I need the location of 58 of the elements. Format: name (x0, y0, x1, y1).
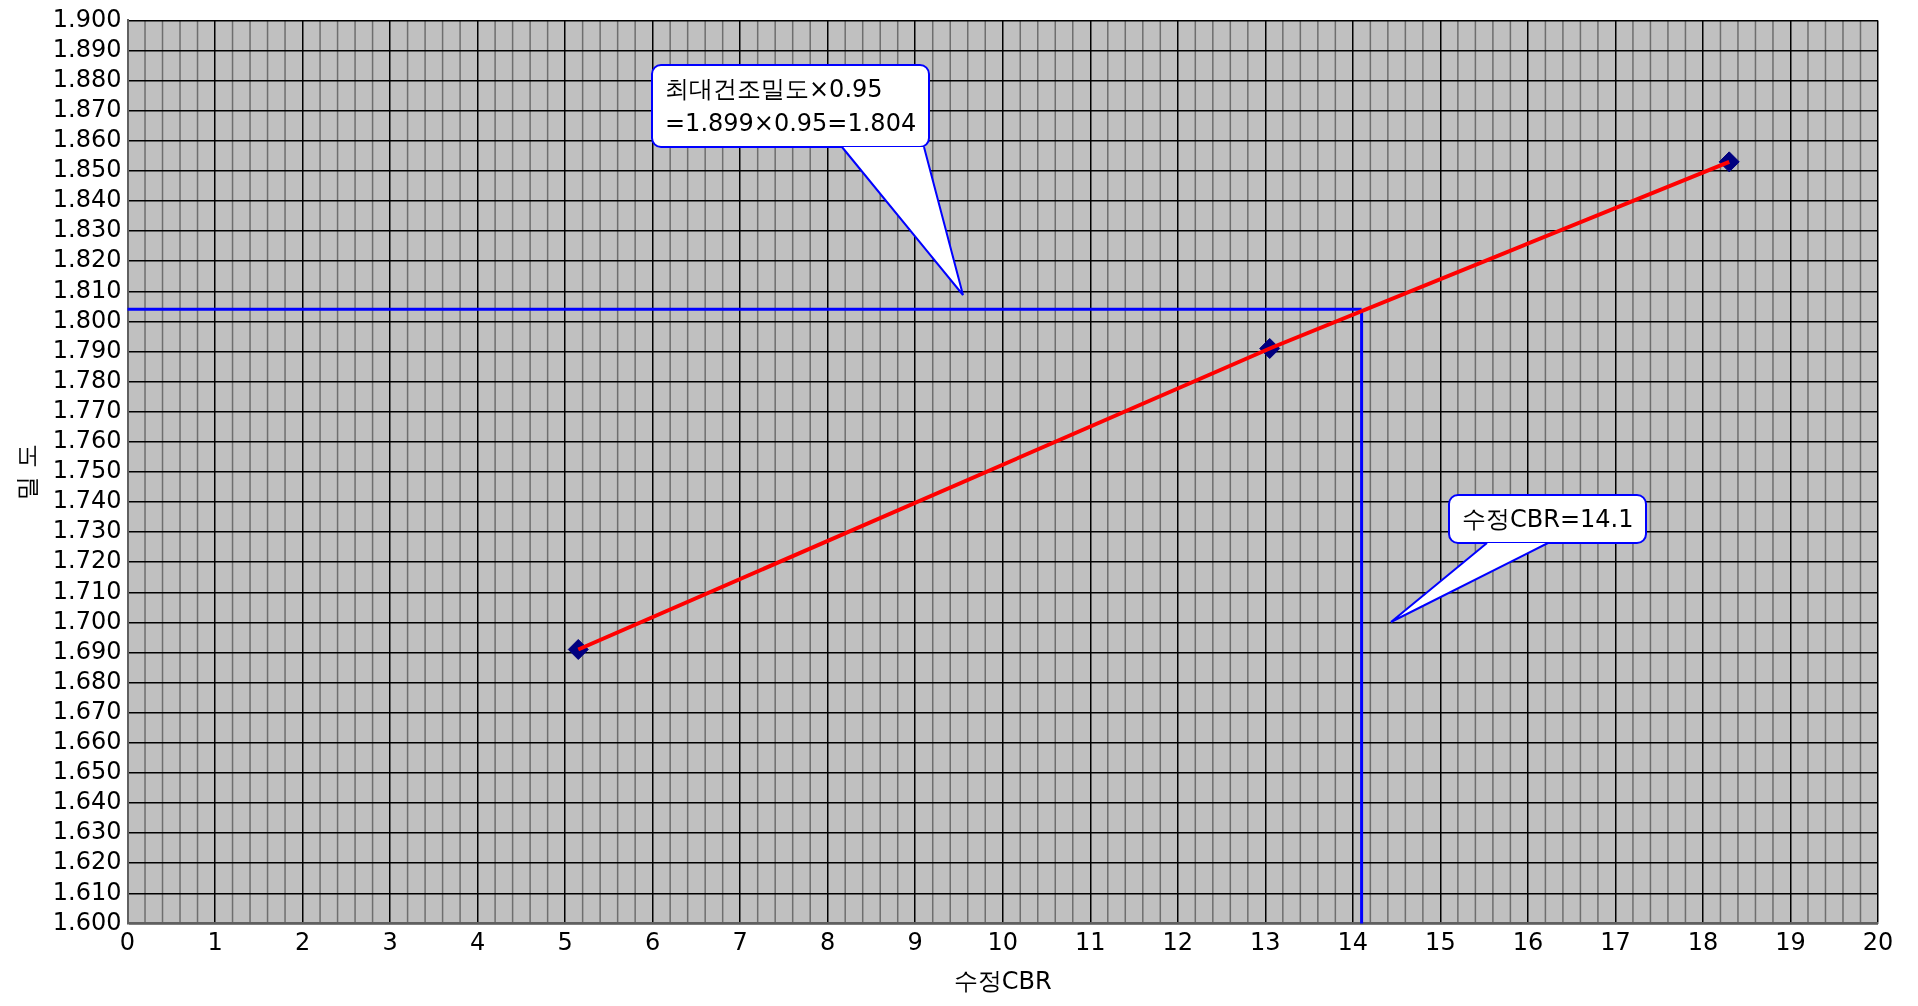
annotation: 최대건조밀도×0.95 =1.899×0.95=1.804 (651, 64, 931, 148)
y-tick-label: 1.770 (52, 395, 122, 424)
y-tick-label: 1.690 (52, 636, 122, 665)
y-tick-label: 1.840 (52, 185, 122, 214)
x-tick-label: 5 (557, 928, 573, 957)
x-tick-label: 10 (987, 928, 1019, 957)
y-tick-label: 1.660 (52, 727, 122, 756)
x-tick-label: 8 (820, 928, 836, 957)
y-tick-label: 1.780 (52, 365, 122, 394)
y-tick-label: 1.880 (52, 64, 122, 93)
y-tick-label: 1.710 (52, 576, 122, 605)
y-tick-label: 1.670 (52, 696, 122, 725)
x-tick-label: 1 (207, 928, 223, 957)
x-tick-label: 16 (1512, 928, 1544, 957)
x-tick-label: 6 (645, 928, 661, 957)
x-tick-label: 15 (1425, 928, 1456, 957)
x-tick-label: 19 (1775, 928, 1806, 957)
x-tick-label: 4 (469, 928, 486, 957)
y-tick-label: 1.640 (52, 787, 122, 816)
x-tick-label: 3 (382, 928, 398, 957)
y-axis-title: 밀 도 (12, 444, 41, 500)
y-tick-label: 1.650 (52, 757, 122, 786)
y-tick-label: 1.860 (52, 125, 122, 154)
y-tick-label: 1.760 (52, 426, 122, 455)
x-axis-title: 수정CBR (953, 966, 1052, 995)
x-tick-label: 12 (1162, 928, 1194, 957)
annotation: 수정CBR=14.1 (1448, 494, 1648, 544)
callout: 최대건조밀도×0.95 =1.899×0.95=1.804 (651, 64, 965, 297)
y-tick-label: 1.820 (52, 245, 122, 274)
y-tick-label: 1.830 (52, 215, 122, 244)
callout: 수정CBR=14.1 (1389, 494, 1647, 624)
y-tick-label: 1.730 (52, 516, 122, 545)
y-tick-label: 1.740 (52, 486, 122, 515)
y-tick-label: 1.750 (52, 456, 122, 485)
y-tick-label: 1.700 (52, 606, 122, 635)
y-tick-label: 1.790 (52, 335, 122, 364)
x-tick-label: 2 (294, 928, 311, 957)
y-tick-label: 1.890 (52, 34, 122, 63)
y-tick-label: 1.810 (52, 275, 122, 304)
x-tick-label: 14 (1337, 928, 1369, 957)
x-tick-label: 20 (1862, 928, 1894, 957)
x-tick-label: 17 (1600, 928, 1631, 957)
y-tick-label: 1.850 (52, 155, 122, 184)
x-tick-label: 11 (1075, 928, 1106, 957)
y-tick-label: 1.600 (52, 907, 122, 936)
x-tick-label: 13 (1250, 928, 1281, 957)
y-tick-label: 1.720 (52, 546, 122, 575)
y-tick-label: 1.870 (52, 94, 122, 123)
y-tick-label: 1.630 (52, 817, 122, 846)
y-tick-label: 1.800 (52, 305, 122, 334)
x-tick-label: 9 (907, 928, 923, 957)
x-tick-label: 7 (732, 928, 748, 957)
x-tick-label: 18 (1687, 928, 1719, 957)
y-tick-label: 1.680 (52, 666, 122, 695)
y-tick-label: 1.610 (52, 877, 122, 906)
y-tick-label: 1.900 (52, 4, 122, 33)
y-tick-label: 1.620 (52, 847, 122, 876)
x-tick-label: 0 (119, 928, 136, 957)
